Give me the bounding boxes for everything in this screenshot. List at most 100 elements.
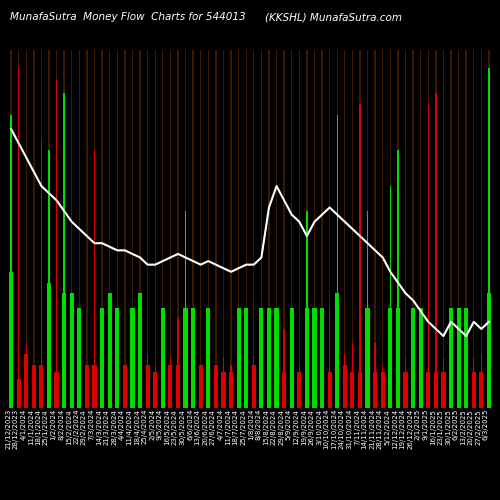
Bar xyxy=(335,293,340,408)
Bar xyxy=(374,50,376,408)
Bar xyxy=(268,364,270,408)
Bar xyxy=(472,372,476,408)
Bar xyxy=(215,50,216,408)
Bar xyxy=(466,50,467,408)
Bar xyxy=(200,50,202,408)
Bar xyxy=(291,343,292,407)
Bar xyxy=(420,50,422,408)
Bar xyxy=(230,50,232,408)
Bar xyxy=(480,372,484,408)
Bar xyxy=(412,50,414,408)
Bar xyxy=(94,50,95,408)
Bar xyxy=(206,308,210,408)
Bar xyxy=(284,50,285,408)
Bar xyxy=(108,293,112,408)
Bar xyxy=(382,364,384,408)
Bar xyxy=(373,372,377,408)
Bar xyxy=(238,364,240,408)
Bar xyxy=(374,343,376,407)
Bar xyxy=(260,50,262,408)
Bar xyxy=(56,50,58,408)
Bar xyxy=(276,354,277,408)
Bar xyxy=(411,308,415,408)
Bar xyxy=(18,50,20,408)
Bar xyxy=(434,372,438,408)
Bar xyxy=(412,354,414,408)
Bar xyxy=(397,50,398,408)
Bar xyxy=(132,364,133,408)
Bar xyxy=(253,50,254,408)
Bar xyxy=(116,50,118,408)
Bar xyxy=(380,372,385,408)
Bar xyxy=(420,343,422,407)
Bar xyxy=(198,364,203,408)
Bar xyxy=(176,364,180,408)
Bar xyxy=(405,50,406,408)
Bar xyxy=(366,308,370,408)
Text: MunafaSutra  Money Flow  Charts for 544013: MunafaSutra Money Flow Charts for 544013 xyxy=(10,12,246,22)
Bar xyxy=(397,150,398,408)
Bar xyxy=(252,364,256,408)
Bar xyxy=(40,364,44,408)
Bar xyxy=(170,358,171,408)
Bar xyxy=(458,343,460,407)
Bar xyxy=(276,50,277,408)
Bar xyxy=(130,308,134,408)
Bar xyxy=(92,364,96,408)
Bar xyxy=(215,364,216,408)
Bar xyxy=(64,50,65,408)
Bar xyxy=(71,50,72,408)
Bar xyxy=(488,68,490,407)
Bar xyxy=(328,372,332,408)
Bar xyxy=(102,358,103,408)
Bar xyxy=(192,50,194,408)
Bar xyxy=(290,308,294,408)
Bar xyxy=(473,358,474,408)
Bar xyxy=(456,308,460,408)
Bar xyxy=(56,79,58,407)
Bar xyxy=(208,50,209,408)
Bar xyxy=(396,308,400,408)
Bar xyxy=(449,308,453,408)
Bar xyxy=(314,354,315,408)
Bar xyxy=(267,308,271,408)
Bar xyxy=(306,50,308,408)
Bar xyxy=(426,372,430,408)
Bar xyxy=(487,293,491,408)
Bar xyxy=(162,343,164,407)
Bar xyxy=(62,293,66,408)
Bar xyxy=(480,354,482,408)
Bar xyxy=(33,50,34,408)
Bar xyxy=(274,308,278,408)
Bar xyxy=(230,364,232,408)
Bar xyxy=(191,308,195,408)
Bar xyxy=(238,50,240,408)
Bar xyxy=(223,50,224,408)
Bar xyxy=(200,364,202,408)
Bar xyxy=(435,50,436,408)
Bar xyxy=(442,372,446,408)
Bar xyxy=(282,372,286,408)
Bar xyxy=(192,329,194,407)
Bar xyxy=(77,308,82,408)
Bar xyxy=(260,308,264,408)
Bar xyxy=(222,372,226,408)
Bar xyxy=(10,114,12,408)
Bar xyxy=(314,50,315,408)
Bar xyxy=(184,308,188,408)
Bar xyxy=(312,308,316,408)
Bar xyxy=(404,372,407,408)
Bar xyxy=(442,358,444,408)
Bar xyxy=(352,343,353,407)
Bar xyxy=(329,308,330,408)
Bar xyxy=(246,50,247,408)
Bar xyxy=(229,372,233,408)
Bar xyxy=(26,50,27,408)
Bar xyxy=(367,211,368,408)
Bar xyxy=(306,211,308,408)
Bar xyxy=(291,50,292,408)
Bar xyxy=(214,364,218,408)
Bar xyxy=(116,358,118,408)
Bar xyxy=(390,50,391,408)
Bar xyxy=(297,372,302,408)
